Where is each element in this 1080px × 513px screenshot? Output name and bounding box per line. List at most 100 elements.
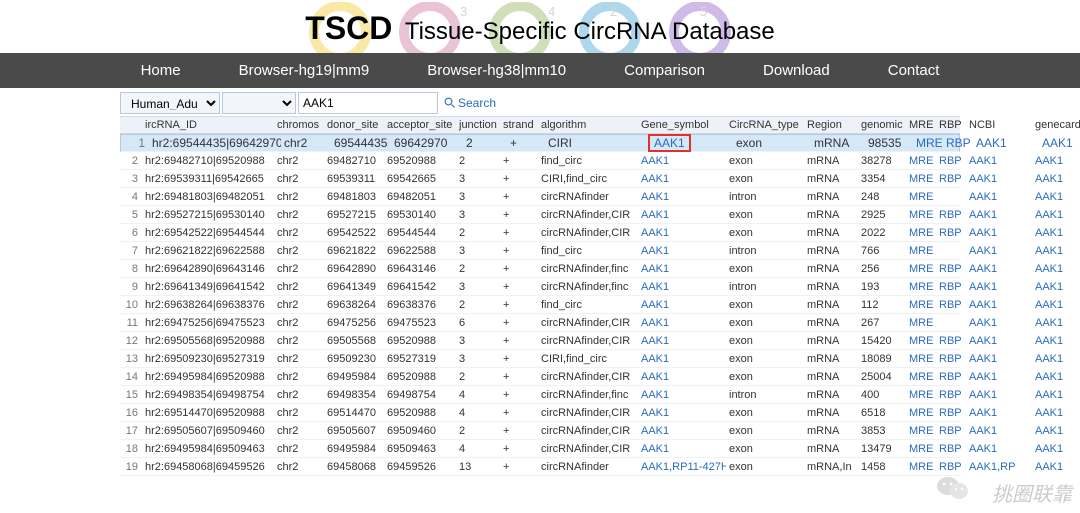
- cell-ncbi[interactable]: AAK1: [966, 191, 1032, 203]
- cell-rbp[interactable]: RBP: [936, 227, 966, 239]
- cell-ncbi[interactable]: AAK1: [966, 317, 1032, 329]
- gene-link[interactable]: AAK1: [641, 155, 669, 167]
- nav-download[interactable]: Download: [763, 62, 830, 79]
- cell-rbp[interactable]: RBP: [936, 209, 966, 221]
- cell-genecards[interactable]: AAK1: [1032, 245, 1080, 257]
- table-row[interactable]: 7hr2:69621822|69622588chr269621822696225…: [120, 242, 960, 260]
- gene-link-highlighted[interactable]: AAK1: [648, 134, 691, 152]
- col-genomic[interactable]: genomic: [858, 119, 906, 131]
- secondary-select[interactable]: [222, 92, 296, 114]
- gene-link[interactable]: AAK1: [641, 353, 669, 365]
- col-acceptor[interactable]: acceptor_site: [384, 119, 456, 131]
- cell-mre[interactable]: MRE: [906, 209, 936, 221]
- gene-link[interactable]: AAK1: [641, 335, 669, 347]
- gene-link[interactable]: AAK1: [641, 227, 669, 239]
- table-row[interactable]: 2hr2:69482710|69520988chr269482710695209…: [120, 152, 960, 170]
- nav-browser-hg38[interactable]: Browser-hg38|mm10: [427, 62, 566, 79]
- cell-genecards[interactable]: AAK1: [1032, 407, 1080, 419]
- col-gene[interactable]: Gene_symbol: [638, 119, 726, 131]
- gene-link[interactable]: AAK1: [641, 245, 669, 257]
- nav-contact[interactable]: Contact: [888, 62, 940, 79]
- table-row[interactable]: 13hr2:69509230|69527319chr26950923069527…: [120, 350, 960, 368]
- cell-ncbi[interactable]: AAK1: [966, 227, 1032, 239]
- col-junction[interactable]: junction: [456, 119, 500, 131]
- cell-ncbi[interactable]: AAK1: [966, 335, 1032, 347]
- nav-comparison[interactable]: Comparison: [624, 62, 705, 79]
- cell-genecards[interactable]: AAK1: [1032, 191, 1080, 203]
- cell-rbp[interactable]: RBP: [936, 425, 966, 437]
- cell-ncbi[interactable]: AAK1: [973, 136, 1039, 150]
- nav-home[interactable]: Home: [141, 62, 181, 79]
- search-button[interactable]: Search: [444, 96, 496, 110]
- table-row[interactable]: 16hr2:69514470|69520988chr26951447069520…: [120, 404, 960, 422]
- gene-link[interactable]: AAK1: [641, 425, 669, 437]
- cell-genecards[interactable]: AAK1: [1032, 227, 1080, 239]
- table-row[interactable]: 6hr2:69542522|69544544chr269542522695445…: [120, 224, 960, 242]
- table-row[interactable]: 1hr2:69544435|69642970chr269544435696429…: [120, 134, 960, 152]
- cell-rbp[interactable]: RBP: [936, 353, 966, 365]
- cell-ncbi[interactable]: AAK1: [966, 389, 1032, 401]
- cell-rbp[interactable]: RBP: [936, 389, 966, 401]
- cell-mre[interactable]: MRE: [906, 443, 936, 455]
- table-row[interactable]: 9hr2:69641349|69641542chr269641349696415…: [120, 278, 960, 296]
- cell-mre[interactable]: MRE: [906, 371, 936, 383]
- cell-genecards[interactable]: AAK1: [1039, 136, 1080, 150]
- cell-genecards[interactable]: AAK1: [1032, 317, 1080, 329]
- table-row[interactable]: 10hr2:69638264|69638376chr26963826469638…: [120, 296, 960, 314]
- cell-ncbi[interactable]: AAK1: [966, 425, 1032, 437]
- gene-link[interactable]: AAK1,RP11-427H: [641, 461, 726, 473]
- cell-mre[interactable]: MRE: [906, 299, 936, 311]
- cell-rbp[interactable]: RBP: [936, 173, 966, 185]
- col-donor[interactable]: donor_site: [324, 119, 384, 131]
- col-genecards[interactable]: genecards: [1032, 119, 1080, 131]
- cell-mre[interactable]: MRE: [906, 263, 936, 275]
- cell-genecards[interactable]: AAK1: [1032, 443, 1080, 455]
- table-row[interactable]: 11hr2:69475256|69475523chr26947525669475…: [120, 314, 960, 332]
- cell-mre[interactable]: MRE: [906, 191, 936, 203]
- cell-rbp[interactable]: RBP: [936, 461, 966, 473]
- cell-genecards[interactable]: AAK1: [1032, 461, 1080, 473]
- cell-genecards[interactable]: AAK1: [1032, 389, 1080, 401]
- table-row[interactable]: 17hr2:69505607|69509460chr26950560769509…: [120, 422, 960, 440]
- cell-ncbi[interactable]: AAK1,RP: [966, 461, 1032, 473]
- table-row[interactable]: 14hr2:69495984|69520988chr26949598469520…: [120, 368, 960, 386]
- cell-ncbi[interactable]: AAK1: [966, 155, 1032, 167]
- col-rbp[interactable]: RBP: [936, 119, 966, 131]
- species-select[interactable]: Human_Adult: [120, 92, 220, 114]
- col-region[interactable]: Region: [804, 119, 858, 131]
- cell-rbp[interactable]: RBP: [936, 335, 966, 347]
- col-strand[interactable]: strand: [500, 119, 538, 131]
- gene-link[interactable]: AAK1: [641, 209, 669, 221]
- cell-rbp[interactable]: RBP: [936, 371, 966, 383]
- gene-link[interactable]: AAK1: [641, 317, 669, 329]
- table-row[interactable]: 12hr2:69505568|69520988chr26950556869520…: [120, 332, 960, 350]
- cell-mre[interactable]: MRE: [906, 173, 936, 185]
- cell-rbp[interactable]: RBP: [936, 407, 966, 419]
- cell-mre[interactable]: MRE: [906, 281, 936, 293]
- cell-ncbi[interactable]: AAK1: [966, 371, 1032, 383]
- col-id[interactable]: ircRNA_ID: [142, 119, 274, 131]
- table-row[interactable]: 5hr2:69527215|69530140chr269527215695301…: [120, 206, 960, 224]
- cell-mre[interactable]: MRE: [906, 227, 936, 239]
- cell-rbp[interactable]: RBP: [936, 281, 966, 293]
- cell-genecards[interactable]: AAK1: [1032, 209, 1080, 221]
- cell-genecards[interactable]: AAK1: [1032, 299, 1080, 311]
- search-input[interactable]: [298, 92, 438, 114]
- cell-mre[interactable]: MRE: [906, 155, 936, 167]
- table-row[interactable]: 4hr2:69481803|69482051chr269481803694820…: [120, 188, 960, 206]
- nav-browser-hg19[interactable]: Browser-hg19|mm9: [239, 62, 370, 79]
- table-row[interactable]: 19hr2:69458068|69459526chr26945806869459…: [120, 458, 960, 476]
- cell-mre[interactable]: MRE: [913, 136, 943, 150]
- col-chr[interactable]: chromos: [274, 119, 324, 131]
- table-row[interactable]: 8hr2:69642890|69643146chr269642890696431…: [120, 260, 960, 278]
- cell-genecards[interactable]: AAK1: [1032, 281, 1080, 293]
- cell-genecards[interactable]: AAK1: [1032, 353, 1080, 365]
- cell-rbp[interactable]: RBP: [936, 299, 966, 311]
- cell-ncbi[interactable]: AAK1: [966, 281, 1032, 293]
- cell-ncbi[interactable]: AAK1: [966, 407, 1032, 419]
- gene-link[interactable]: AAK1: [641, 263, 669, 275]
- col-ncbi[interactable]: NCBI: [966, 119, 1032, 131]
- gene-link[interactable]: AAK1: [641, 191, 669, 203]
- cell-rbp[interactable]: RBP: [936, 443, 966, 455]
- cell-rbp[interactable]: RBP: [936, 155, 966, 167]
